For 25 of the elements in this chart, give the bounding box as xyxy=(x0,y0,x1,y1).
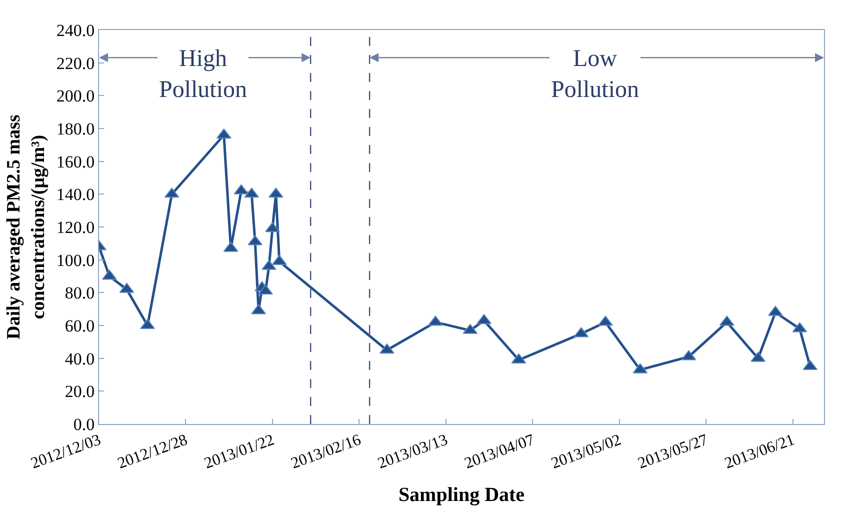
point xyxy=(262,260,276,270)
y-tick-label: 60.0 xyxy=(64,316,95,336)
annotation: Low Pollution xyxy=(551,46,640,104)
y-tick-label: 140.0 xyxy=(56,185,95,204)
y-axis-title: Daily averaged PM2.5 mass concentrations/(μg/m³) xyxy=(4,114,50,340)
y-tick-label: 120.0 xyxy=(56,218,95,237)
x-axis-title: Sampling Date xyxy=(398,484,525,506)
annotation: High Pollution xyxy=(159,46,248,104)
point xyxy=(598,316,613,326)
point xyxy=(768,306,783,316)
y-tick-label: 160.0 xyxy=(56,152,95,172)
y-tick-label: 180.0 xyxy=(56,119,95,138)
point xyxy=(476,314,492,324)
y-tick-label: 80.0 xyxy=(64,284,95,303)
y-tick-label: 240.0 xyxy=(56,20,95,40)
y-tick-label: 20.0 xyxy=(64,382,95,402)
y-tick-label: 40.0 xyxy=(64,349,95,368)
y-tick-label: 200.0 xyxy=(56,86,95,106)
point xyxy=(428,316,443,326)
y-tick-label: 220.0 xyxy=(56,54,95,73)
point xyxy=(258,284,273,295)
point xyxy=(265,222,280,232)
point xyxy=(251,304,266,314)
y-tick-label: 0.0 xyxy=(73,414,95,434)
y-tick-label: 100.0 xyxy=(56,250,95,270)
